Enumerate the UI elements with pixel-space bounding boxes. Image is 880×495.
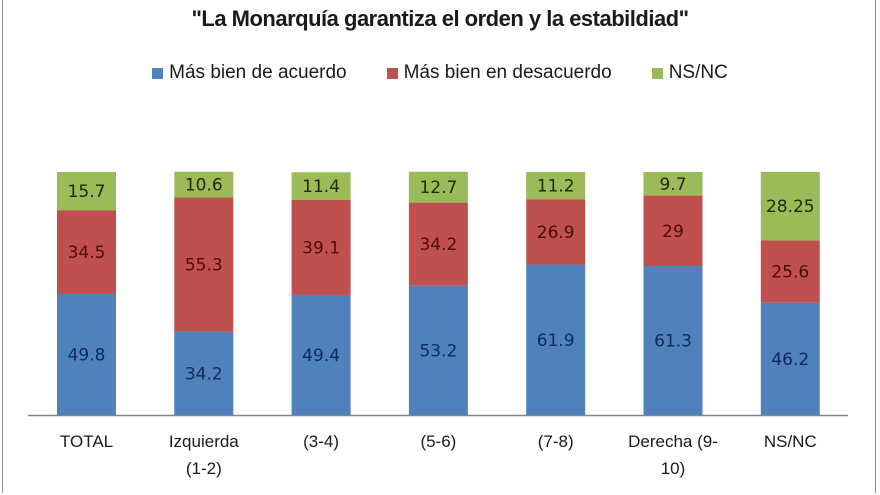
x-tick-label: Izquierda (1-2) [149, 428, 259, 482]
legend-label-acuerdo: Más bien de acuerdo [169, 62, 347, 83]
bar-segment [408, 171, 468, 203]
x-tick-label-line: (5-6) [420, 432, 457, 451]
bar-segment [174, 331, 234, 415]
data-label: 61.9 [537, 331, 575, 351]
bar-segment [57, 172, 116, 211]
legend-swatch-acuerdo [152, 67, 164, 79]
data-label: 61.3 [654, 332, 692, 352]
data-label: 9.7 [659, 175, 686, 195]
legend: Más bien de acuerdo Más bien en desacuer… [0, 62, 880, 84]
data-label: 25.6 [771, 263, 809, 283]
bar-segment [760, 240, 820, 303]
bar-segment [174, 197, 234, 332]
data-label: 26.9 [537, 223, 575, 243]
bar-segment [643, 172, 703, 196]
data-label: 28.25 [766, 197, 815, 217]
x-tick-label: TOTAL [32, 428, 142, 455]
x-tick-label-line: (3-4) [303, 432, 340, 451]
bar-segment [57, 293, 116, 415]
bar-segment [174, 171, 234, 198]
bar-segment [291, 172, 351, 200]
data-label: 34.5 [68, 243, 106, 263]
x-tick-label: Derecha (9- 10) [618, 428, 728, 482]
data-label: 39.1 [302, 238, 340, 258]
bar-segment [760, 302, 820, 415]
bar-segment [643, 266, 703, 415]
legend-swatch-nsnc [651, 67, 663, 79]
x-tick-label-line: (1-2) [185, 459, 222, 478]
x-tick-label-line: (7-8) [537, 432, 574, 451]
x-tick-label-line: 10) [660, 459, 686, 478]
data-label: 53.2 [419, 341, 457, 361]
data-label: 11.2 [537, 177, 575, 197]
x-tick-label: (7-8) [501, 428, 611, 455]
x-tick-label-line: NS/NC [763, 432, 817, 451]
bar-segment [291, 199, 351, 295]
x-tick-label: (5-6) [383, 428, 493, 455]
data-label: 55.3 [185, 256, 223, 276]
bar-segment [291, 294, 351, 415]
data-label: 34.2 [419, 235, 457, 255]
legend-item-nsnc: NS/NC [651, 62, 728, 84]
x-tick-label: NS/NC [735, 428, 845, 455]
legend-swatch-desacuerdo [386, 67, 398, 79]
bar-segment [643, 195, 703, 267]
legend-item-acuerdo: Más bien de acuerdo [152, 62, 347, 84]
data-label: 15.7 [68, 182, 106, 202]
data-label: 49.4 [302, 346, 340, 366]
x-tick-label-line: TOTAL [59, 432, 114, 451]
x-tick-label: (3-4) [266, 428, 376, 455]
bar-segment [57, 210, 116, 294]
legend-item-desacuerdo: Más bien en desacuerdo [386, 62, 612, 84]
data-label: 34.2 [185, 364, 223, 384]
bar-segment [408, 202, 468, 286]
data-label: 10.6 [185, 176, 223, 196]
data-label: 11.4 [302, 177, 340, 197]
bar-segment [526, 199, 586, 265]
legend-label-nsnc: NS/NC [668, 62, 728, 83]
legend-label-desacuerdo: Más bien en desacuerdo [403, 62, 612, 83]
bar-segment [760, 171, 820, 241]
data-label: 12.7 [419, 178, 457, 198]
chart-title: "La Monarquía garantiza el orden y la es… [191, 6, 689, 31]
bar-segment [408, 285, 468, 415]
bar-segment [526, 264, 586, 415]
x-tick-label-line: Izquierda [168, 432, 239, 451]
bar-segment [526, 172, 586, 200]
data-label: 46.2 [771, 350, 809, 370]
x-tick-label-line: Derecha (9- [628, 432, 718, 451]
data-label: 29 [662, 222, 684, 242]
data-label: 49.8 [68, 345, 106, 365]
